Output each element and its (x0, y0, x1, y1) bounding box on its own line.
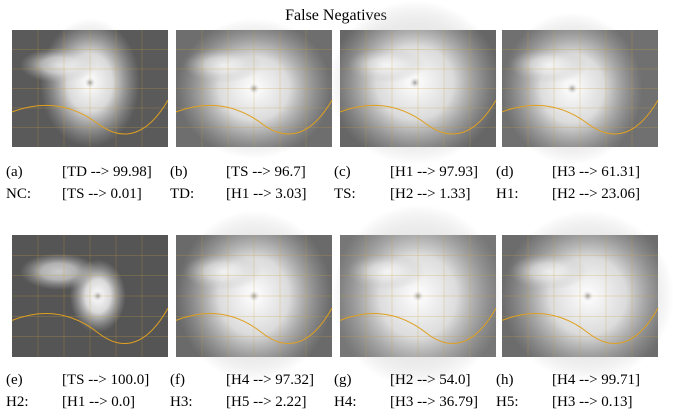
panel-label: (g) (334, 372, 352, 388)
satellite-image (11, 235, 169, 357)
prediction: [H4 --> 99.71] (552, 372, 640, 388)
prediction: [H1 --> 97.93] (390, 164, 478, 180)
true-class: H3: (170, 394, 193, 410)
coastline (339, 99, 497, 135)
panel-label: (f) (170, 372, 185, 388)
satellite-image (329, 0, 501, 165)
second-prediction: [H2 --> 23.06] (552, 186, 640, 202)
true-class: TD: (170, 186, 194, 202)
coastline (11, 99, 169, 135)
prediction: [TS --> 96.7] (226, 164, 306, 180)
prediction: [H2 --> 54.0] (390, 372, 471, 388)
cloud-band (509, 47, 588, 83)
cloud-band (509, 253, 588, 290)
cloud-band (19, 47, 98, 83)
true-class: H2: (6, 394, 29, 410)
satellite-image (175, 210, 333, 382)
storm-eye (408, 76, 421, 89)
cloud-band (347, 47, 426, 83)
true-class: H4: (334, 394, 357, 410)
cloud-band (19, 253, 98, 290)
second-prediction: [H3 --> 36.79] (390, 394, 478, 410)
satellite-image (175, 18, 333, 159)
coastline (175, 99, 333, 135)
second-prediction: [H3 --> 0.13] (552, 394, 633, 410)
coastline (339, 307, 497, 344)
cloud-band (347, 253, 426, 290)
panel-label: (d) (496, 164, 514, 180)
panel-label: (e) (6, 372, 23, 388)
cloud-band (183, 47, 262, 83)
true-class: H5: (496, 394, 519, 410)
cloud-band (183, 253, 262, 290)
prediction: [H3 --> 61.31] (552, 164, 640, 180)
coastline (501, 99, 659, 135)
coastline (11, 307, 169, 344)
prediction: [H4 --> 97.32] (226, 372, 314, 388)
panel-label: (b) (170, 164, 188, 180)
satellite-image (501, 210, 673, 382)
panel-label: (h) (496, 372, 514, 388)
second-prediction: [H1 --> 0.0] (62, 394, 135, 410)
panel-label: (a) (6, 164, 23, 180)
prediction: [TS --> 100.0] (62, 372, 149, 388)
true-class: H1: (496, 186, 519, 202)
coastline (501, 307, 659, 344)
second-prediction: [H5 --> 2.22] (226, 394, 307, 410)
prediction: [TD --> 99.98] (62, 164, 152, 180)
coastline (175, 307, 333, 344)
satellite-image (11, 18, 169, 147)
second-prediction: [TS --> 0.01] (62, 186, 142, 202)
second-prediction: [H1 --> 3.03] (226, 186, 307, 202)
second-prediction: [H2 --> 1.33] (390, 186, 471, 202)
satellite-image (501, 12, 659, 165)
true-class: TS: (334, 186, 356, 202)
true-class: NC: (6, 186, 31, 202)
panel-label: (c) (334, 164, 351, 180)
satellite-image (332, 204, 504, 388)
